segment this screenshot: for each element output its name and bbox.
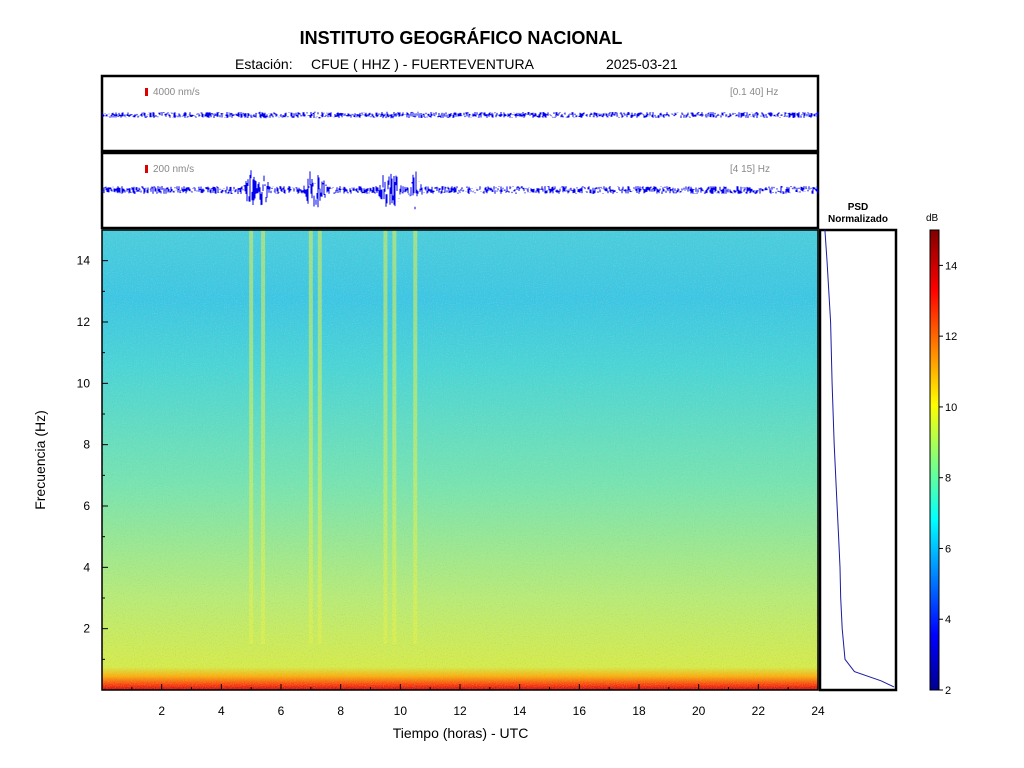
psd-title-line1: PSD: [847, 202, 869, 213]
y-axis-label: Frecuencia (Hz): [32, 410, 48, 510]
y-tick-label: 12: [77, 315, 91, 329]
x-axis: 2 4 6 8 10 12 14 16 18 20 22 24: [131, 684, 825, 718]
x-tick-label: 12: [453, 704, 467, 718]
station-label: Estación:: [235, 56, 293, 72]
x-tick-label: 24: [811, 704, 825, 718]
trace1-band: [0.1 40] Hz: [730, 87, 779, 98]
x-tick-label: 6: [278, 704, 285, 718]
y-tick-label: 14: [77, 254, 91, 268]
spectrogram: [101, 229, 819, 691]
colorbar-unit: dB: [926, 213, 939, 224]
waveform-broadband: [101, 111, 819, 119]
x-tick-label: 14: [513, 704, 527, 718]
x-tick-label: 10: [394, 704, 408, 718]
colorbar: [929, 229, 940, 691]
x-tick-label: 18: [632, 704, 646, 718]
colorbar-tick-label: 8: [945, 473, 951, 485]
trace1-scale: 4000 nm/s: [153, 87, 200, 98]
x-tick-label: 22: [752, 704, 766, 718]
colorbar-tick-label: 4: [945, 614, 951, 626]
page-title: INSTITUTO GEOGRÁFICO NACIONAL: [299, 28, 623, 48]
spectrogram-noise: [102, 230, 818, 690]
y-tick-label: 4: [83, 560, 90, 574]
colorbar-tick-label: 10: [945, 402, 957, 414]
scale-bar-icon: [145, 165, 148, 173]
x-tick-label: 16: [573, 704, 587, 718]
x-tick-label: 20: [692, 704, 706, 718]
scale-bar-icon: [145, 88, 148, 96]
waveform-filtered: [101, 170, 819, 210]
psd-normalized-line: [824, 229, 895, 688]
y-tick-label: 10: [77, 376, 91, 390]
y-tick-label: 8: [83, 438, 90, 452]
y-axis: 2 4 6 8 10 12 14: [77, 229, 108, 660]
x-tick-label: 2: [158, 704, 165, 718]
trace2-band: [4 15] Hz: [730, 164, 771, 175]
colorbar-ticks: 2 4 6 8 10 12 14: [939, 260, 957, 697]
trace2-scale: 200 nm/s: [153, 164, 195, 175]
trace-panel-filtered: [100, 151, 820, 230]
x-tick-label: 8: [337, 704, 344, 718]
y-tick-label: 2: [83, 622, 90, 636]
colorbar-tick-label: 12: [945, 331, 957, 343]
psd-title-line2: Normalizado: [827, 214, 888, 225]
station-name: CFUE ( HHZ ) - FUERTEVENTURA: [311, 56, 534, 72]
x-tick-label: 4: [218, 704, 225, 718]
record-date: 2025-03-21: [606, 56, 678, 72]
y-tick-label: 6: [83, 499, 90, 513]
psd-title: PSD Normalizado: [820, 202, 896, 226]
psd-panel: [818, 228, 898, 692]
x-axis-label: Tiempo (horas) - UTC: [392, 725, 529, 741]
colorbar-tick-label: 14: [945, 260, 957, 272]
colorbar-tick-label: 6: [945, 543, 951, 555]
colorbar-tick-label: 2: [945, 685, 951, 697]
